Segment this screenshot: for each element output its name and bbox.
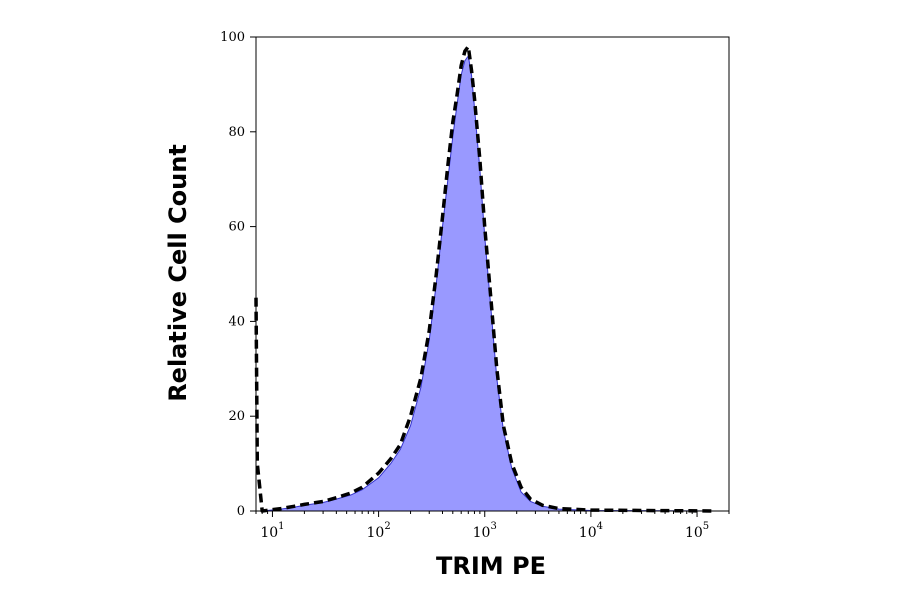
histogram-dashed-series <box>254 44 716 513</box>
histogram-fill-series <box>262 54 716 512</box>
x-tick-label: 102 <box>366 521 390 541</box>
y-axis-title: Relative Cell Count <box>164 144 192 402</box>
plot-frame <box>255 36 730 512</box>
y-tick-label: 20 <box>228 409 245 424</box>
y-tick-label: 100 <box>220 30 245 45</box>
y-tick-label: 60 <box>228 220 245 235</box>
y-tick-label: 0 <box>237 504 245 519</box>
plot-area <box>254 44 716 513</box>
x-tick-label: 103 <box>473 521 497 541</box>
y-tick-label: 80 <box>228 125 245 140</box>
x-axis-title: TRIM PE <box>436 552 546 580</box>
x-tick-label: 105 <box>685 521 709 541</box>
x-tick-label: 104 <box>579 521 603 541</box>
x-tick-label: 101 <box>260 521 284 541</box>
y-tick-label: 40 <box>228 314 245 329</box>
axes: 0 20 40 60 80 100 101 102 103 104 105 <box>220 30 730 541</box>
